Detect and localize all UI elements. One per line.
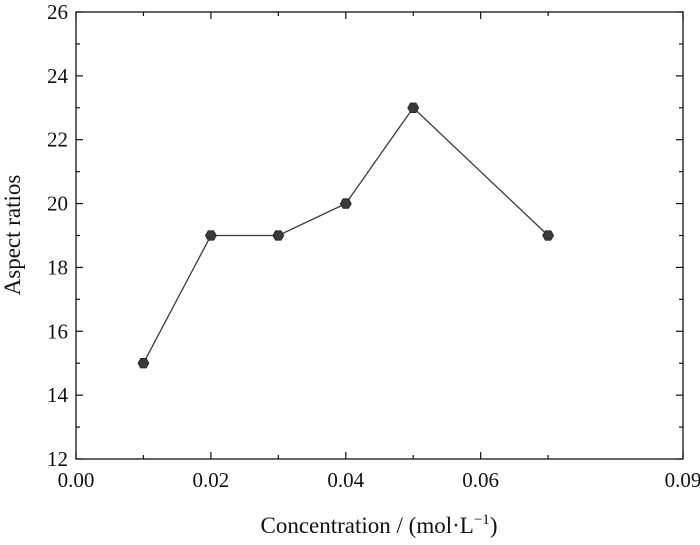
plot-area (75, 11, 684, 460)
y-axis-tick-labels: 12 14 16 18 20 22 24 26 (47, 0, 69, 471)
x-tick-label: 0.02 (193, 468, 230, 492)
y-tick-label: 18 (47, 255, 68, 279)
y-tick-label: 12 (47, 447, 68, 471)
data-point (272, 230, 285, 241)
y-tick-label: 26 (47, 0, 68, 24)
y-axis-title: Aspect ratios (0, 175, 25, 296)
y-tick-label: 16 (47, 319, 68, 343)
data-point (339, 198, 352, 209)
x-tick-label: 0.04 (327, 468, 364, 492)
series-line (142, 106, 549, 364)
series-layer (137, 102, 555, 369)
y-tick-label: 14 (47, 383, 69, 407)
x-axis-title-main: Concentration / (mol·L (261, 513, 474, 538)
x-tick-label: 0.00 (58, 468, 95, 492)
y-tick-label: 20 (47, 192, 68, 216)
data-point (204, 230, 217, 241)
plot-frame (75, 11, 684, 460)
data-point (407, 102, 420, 113)
axis-ticks (75, 11, 684, 460)
y-tick-label: 24 (47, 64, 69, 88)
x-axis-title: Concentration / (mol·L−1) (261, 512, 498, 538)
x-axis-tick-labels: 0.00 0.02 0.04 0.06 0.09 (58, 468, 700, 492)
data-point (542, 230, 555, 241)
x-axis-title-end: ) (490, 513, 498, 538)
x-tick-label: 0.06 (462, 468, 499, 492)
x-axis-title-superscript: −1 (474, 512, 490, 528)
y-tick-label: 22 (47, 128, 68, 152)
x-tick-label: 0.09 (665, 468, 700, 492)
data-point (137, 358, 150, 369)
